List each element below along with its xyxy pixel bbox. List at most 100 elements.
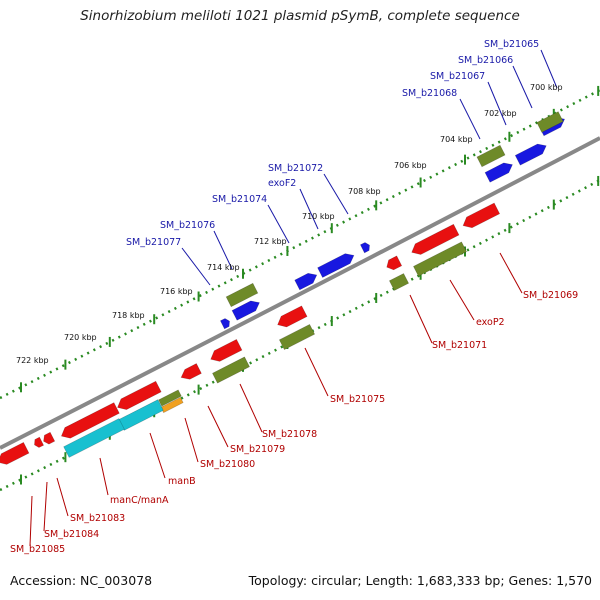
reverse-gene bbox=[386, 255, 403, 271]
reverse-gene-shape bbox=[0, 441, 30, 465]
gene-label-manC-manA[interactable]: manC/manA bbox=[110, 495, 169, 506]
red-leader-line bbox=[239, 383, 263, 433]
blue-leader-line bbox=[512, 65, 533, 109]
orange-feature bbox=[160, 396, 184, 414]
gene-label-SM_b21076[interactable]: SM_b21076 bbox=[160, 220, 215, 231]
gene-label-exoF2[interactable]: exoF2 bbox=[268, 178, 296, 189]
gene-label-SM_b21065[interactable]: SM_b21065 bbox=[484, 39, 539, 50]
reverse-gene-shape bbox=[180, 363, 202, 380]
forward-cds-shape bbox=[476, 144, 506, 168]
sequence-backbone bbox=[0, 136, 600, 450]
gene-label-SM_b21074[interactable]: SM_b21074 bbox=[212, 194, 267, 205]
scale-label-714: 714 kbp bbox=[207, 263, 240, 272]
forward-gene bbox=[484, 162, 513, 183]
scale-label-718: 718 kbp bbox=[112, 311, 145, 320]
gene-features bbox=[0, 111, 566, 465]
forward-gene bbox=[231, 300, 260, 321]
scale-label-710: 710 kbp bbox=[302, 212, 335, 221]
reverse-cds bbox=[278, 323, 316, 351]
orange-feature-shape bbox=[160, 396, 184, 414]
reverse-gene bbox=[117, 380, 162, 410]
blue-leader-line bbox=[540, 49, 558, 89]
scale-label-708: 708 kbp bbox=[348, 187, 381, 196]
reverse-gene bbox=[43, 431, 56, 445]
gene-label-SM_b21069[interactable]: SM_b21069 bbox=[523, 290, 578, 301]
scale-label-704: 704 kbp bbox=[440, 135, 473, 144]
reverse-gene bbox=[60, 402, 120, 439]
reverse-gene-shape bbox=[210, 338, 243, 362]
topology-text: Topology: circular; Length: 1,683,333 bp… bbox=[248, 573, 592, 588]
reverse-cds-shape bbox=[212, 356, 250, 384]
blue-leader-line bbox=[323, 173, 349, 215]
reverse-cds-shape bbox=[278, 323, 316, 351]
reverse-gene bbox=[277, 305, 308, 328]
reverse-cds-shape bbox=[388, 273, 410, 291]
red-leader-line bbox=[29, 495, 33, 547]
reverse-gene-shape bbox=[277, 305, 308, 328]
reverse-cds bbox=[413, 241, 467, 277]
reverse-gene-shape bbox=[60, 402, 120, 439]
reverse-cds-shape bbox=[413, 241, 467, 277]
forward-gene bbox=[514, 143, 547, 166]
blue-leader-line bbox=[267, 204, 290, 244]
forward-gene bbox=[294, 272, 318, 291]
reverse-gene bbox=[34, 436, 45, 448]
reverse-gene-shape bbox=[386, 255, 403, 271]
reverse-cds bbox=[158, 389, 182, 407]
cyan-feature-shape bbox=[63, 418, 125, 458]
gene-label-SM_b21077[interactable]: SM_b21077 bbox=[126, 237, 181, 248]
label-leader-lines bbox=[29, 49, 558, 547]
scale-label-706: 706 kbp bbox=[394, 161, 427, 170]
gene-label-SM_b21068[interactable]: SM_b21068 bbox=[402, 88, 457, 99]
scale-label-720: 720 kbp bbox=[64, 333, 97, 342]
forward-gene bbox=[219, 318, 230, 330]
forward-cds bbox=[536, 111, 564, 133]
red-leader-line bbox=[43, 481, 48, 532]
reverse-gene-shape bbox=[411, 223, 460, 255]
blue-leader-line bbox=[181, 247, 211, 286]
gene-label-SM_b21072[interactable]: SM_b21072 bbox=[268, 163, 323, 174]
blue-leader-line bbox=[299, 188, 319, 230]
blue-leader-line bbox=[459, 98, 481, 140]
red-leader-line bbox=[99, 457, 109, 496]
outer-tick-ring bbox=[0, 88, 600, 400]
gene-label-SM_b21071[interactable]: SM_b21071 bbox=[432, 340, 487, 351]
gene-label-manB[interactable]: manB bbox=[168, 476, 196, 487]
scale-label-702: 702 kbp bbox=[484, 109, 517, 118]
reverse-gene-shape bbox=[34, 436, 45, 448]
reverse-gene bbox=[210, 338, 243, 362]
blue-leader-line bbox=[213, 230, 233, 270]
forward-cds bbox=[476, 144, 506, 168]
red-leader-line bbox=[207, 405, 229, 448]
accession-text: Accession: NC_003078 bbox=[10, 573, 153, 588]
gene-label-SM_b21084[interactable]: SM_b21084 bbox=[44, 529, 99, 540]
gene-label-SM_b21083[interactable]: SM_b21083 bbox=[70, 513, 125, 524]
gene-label-SM_b21066[interactable]: SM_b21066 bbox=[458, 55, 513, 66]
gene-label-SM_b21078[interactable]: SM_b21078 bbox=[262, 429, 317, 440]
gene-label-SM_b21067[interactable]: SM_b21067 bbox=[430, 71, 485, 82]
forward-gene-shape bbox=[294, 272, 318, 291]
reverse-cds bbox=[212, 356, 250, 384]
gene-label-SM_b21079[interactable]: SM_b21079 bbox=[230, 444, 285, 455]
scale-label-722: 722 kbp bbox=[16, 356, 49, 365]
forward-gene-shape bbox=[359, 242, 370, 254]
gene-label-SM_b21075[interactable]: SM_b21075 bbox=[330, 394, 385, 405]
red-leader-line bbox=[409, 294, 433, 344]
reverse-gene bbox=[411, 223, 460, 255]
forward-gene-shape bbox=[514, 143, 547, 166]
scale-label-712: 712 kbp bbox=[254, 237, 287, 246]
forward-gene bbox=[359, 242, 370, 254]
gene-label-SM_b21080[interactable]: SM_b21080 bbox=[200, 459, 255, 470]
gene-label-SM_b21085[interactable]: SM_b21085 bbox=[10, 544, 65, 555]
reverse-gene-shape bbox=[117, 380, 162, 410]
reverse-gene-shape bbox=[462, 202, 501, 229]
forward-cds-shape bbox=[225, 282, 259, 308]
red-leader-line bbox=[149, 432, 166, 479]
map-title: Sinorhizobium meliloti 1021 plasmid pSym… bbox=[80, 8, 520, 24]
gene-label-exoP2[interactable]: exoP2 bbox=[476, 317, 505, 328]
forward-gene-shape bbox=[317, 253, 355, 278]
reverse-gene bbox=[180, 363, 202, 380]
forward-gene-shape bbox=[219, 318, 230, 330]
cyan-feature bbox=[63, 418, 125, 458]
